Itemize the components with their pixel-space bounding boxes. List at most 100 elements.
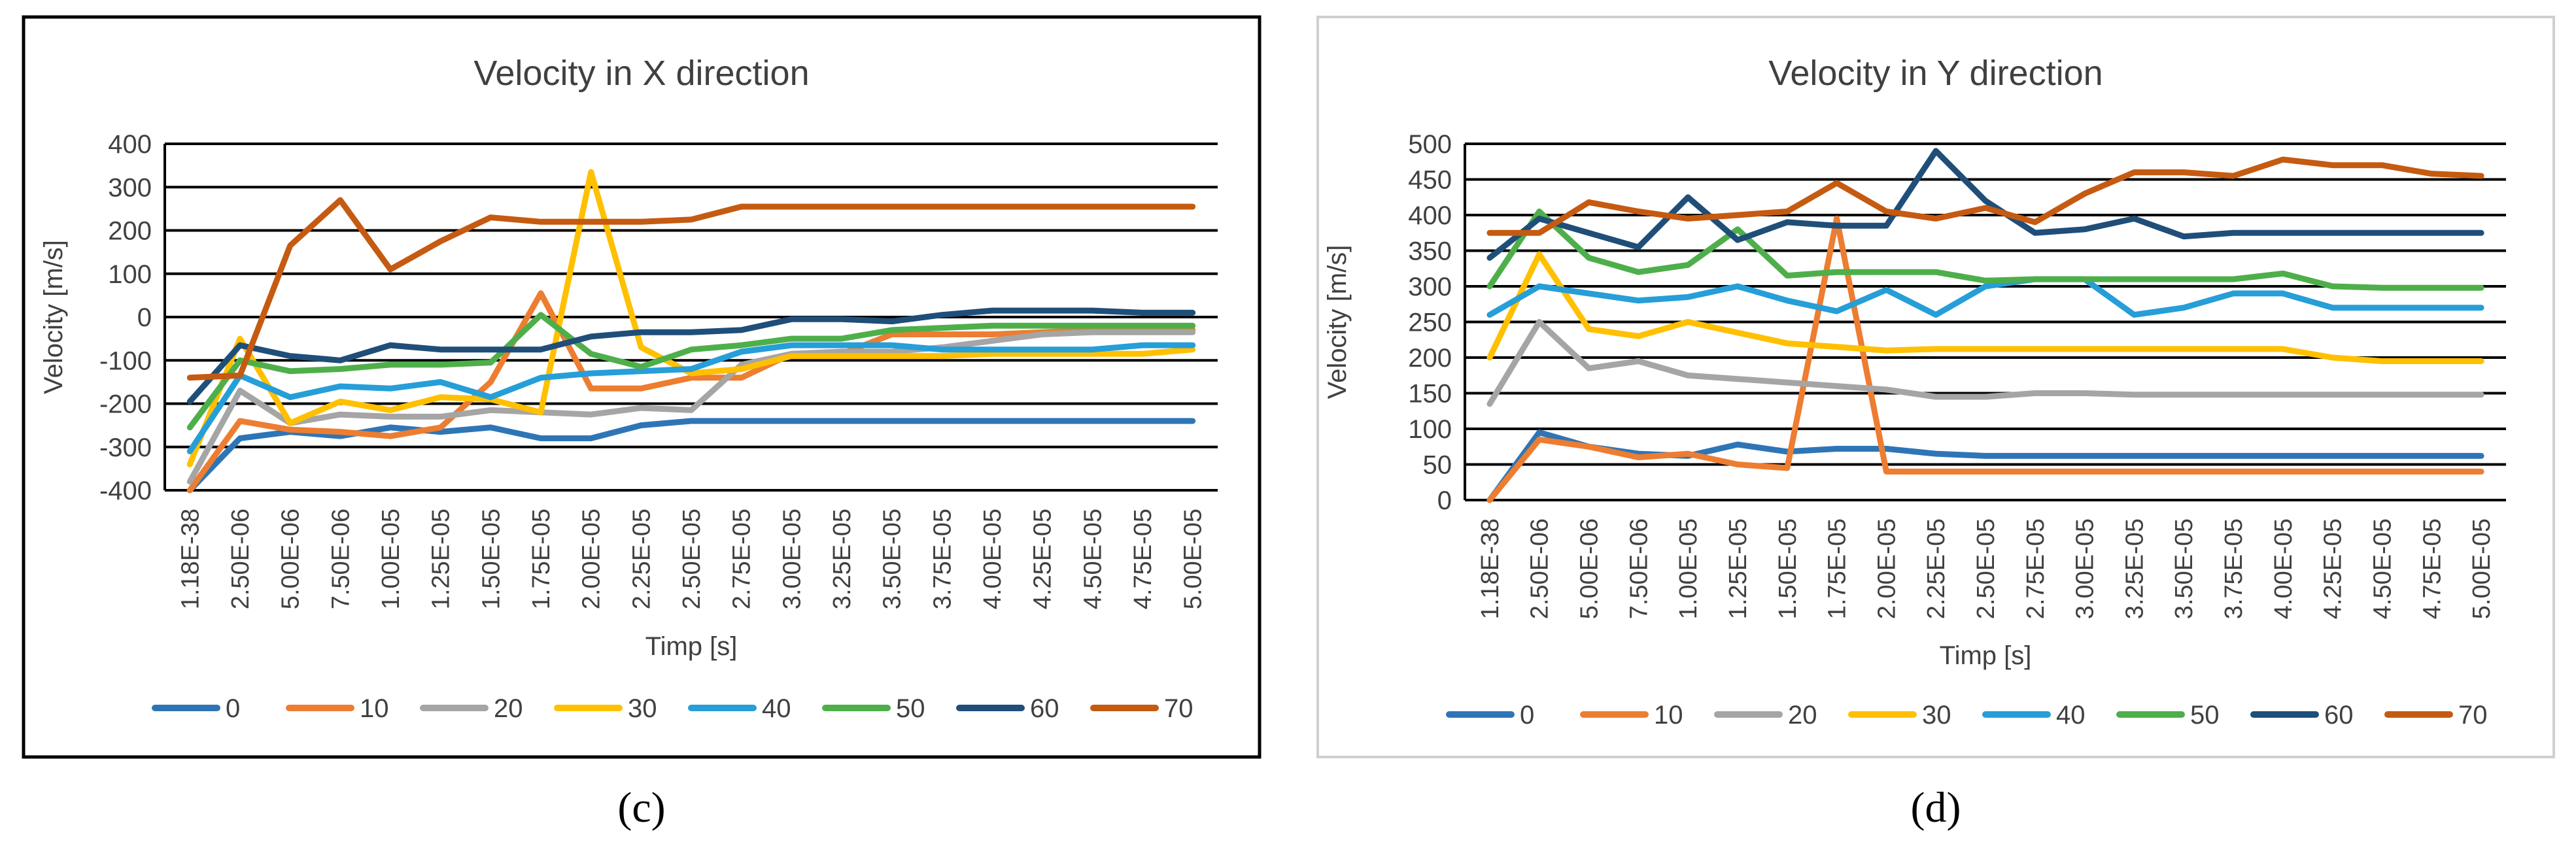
- x-tick-label: 3.50E-05: [2171, 518, 2198, 619]
- x-tick-label: 4.25E-05: [2320, 518, 2347, 619]
- x-tick-label: 4.00E-05: [979, 509, 1006, 609]
- y-tick-label: 300: [1408, 273, 1452, 301]
- y-tick-label: 450: [1408, 166, 1452, 195]
- chart-title: Velocity in X direction: [473, 54, 809, 93]
- x-tick-label: 2.00E-05: [578, 509, 606, 609]
- legend-label-30: 30: [1922, 701, 1951, 730]
- y-gridlines: [163, 143, 1218, 492]
- y-tick-label: 250: [1408, 309, 1452, 337]
- y-tick-label: 0: [1437, 486, 1452, 515]
- legend-label-40: 40: [2056, 701, 2086, 730]
- legend-label-60: 60: [2324, 701, 2354, 730]
- x-tick-label: 1.50E-05: [1774, 518, 1802, 619]
- x-tick-label: 3.75E-05: [2220, 518, 2248, 619]
- legend-label-0: 0: [1520, 701, 1534, 730]
- y-tick-label: -400: [99, 477, 152, 505]
- x-tick-label: 7.50E-06: [327, 509, 354, 609]
- chart-y-frame: [1316, 16, 2555, 758]
- x-tick-label: 7.50E-06: [1625, 518, 1653, 619]
- legend-label-10: 10: [1654, 701, 1683, 730]
- x-tick-label: 5.00E-06: [1576, 518, 1604, 619]
- legend-label-10: 10: [360, 694, 389, 723]
- x-tick-label: 3.50E-05: [879, 509, 906, 609]
- y-tick-label: 200: [108, 217, 152, 246]
- panel-label-d: (d): [1911, 784, 1961, 832]
- y-tick-label: 0: [137, 303, 152, 332]
- x-tick-label: 2.00E-05: [1873, 518, 1900, 619]
- x-tick-label: 1.18E-38: [177, 509, 204, 609]
- x-axis-label: Timp [s]: [1940, 641, 2032, 670]
- y-gridlines: [1464, 143, 2506, 501]
- x-tick-label: 4.00E-05: [2270, 518, 2297, 619]
- series-line-70: [1486, 156, 2484, 236]
- series-line-30: [1486, 251, 2484, 364]
- x-tick-label: 5.00E-06: [277, 509, 305, 609]
- y-tick-label: -100: [99, 346, 152, 375]
- y-tick-label: 200: [1408, 344, 1452, 373]
- x-tick-label: 2.50E-05: [1972, 518, 2000, 619]
- legend-label-20: 20: [494, 694, 523, 723]
- x-tick-label: 1.00E-05: [1675, 518, 1702, 619]
- x-tick-label: 4.75E-05: [2418, 518, 2446, 619]
- y-tick-label: 400: [1408, 201, 1452, 230]
- legend: 0 10 20 30 40 50 60 70: [152, 694, 1194, 723]
- x-tick-label: 2.75E-05: [2022, 518, 2050, 619]
- y-tick-label: 150: [1408, 380, 1452, 409]
- series-line-40: [1486, 276, 2484, 318]
- x-tick-label: 3.75E-05: [929, 509, 956, 609]
- x-tick-label: 1.25E-05: [428, 509, 455, 609]
- x-tick-label: 4.75E-05: [1129, 509, 1157, 609]
- chart-velocity-x: Velocity in X direction 400 300 200 100 0 -10…: [39, 54, 1218, 723]
- y-tick-label: 100: [1408, 415, 1452, 444]
- legend-label-70: 70: [2458, 701, 2488, 730]
- chart-velocity-y: Velocity in Y direction 5004504003503002…: [1323, 54, 2506, 730]
- x-tick-label: 1.75E-05: [1824, 518, 1851, 619]
- x-tick-label: 4.25E-05: [1029, 509, 1057, 609]
- x-tick-label: 3.25E-05: [829, 509, 856, 609]
- y-tick-label: 300: [108, 173, 152, 202]
- series-lines: [1486, 148, 2484, 503]
- legend-label-50: 50: [896, 694, 925, 723]
- series-line-70: [186, 197, 1196, 381]
- x-tick-label: 3.25E-05: [2121, 518, 2148, 619]
- y-tick-labels: 400 300 200 100 0 -100 -200 -300 -400: [99, 130, 152, 505]
- y-tick-label: 400: [108, 130, 152, 159]
- x-tick-label: 3.00E-05: [778, 509, 806, 609]
- series-line-60: [1486, 148, 2484, 261]
- x-tick-label: 1.75E-05: [528, 509, 555, 609]
- x-tick-label: 4.50E-05: [2369, 518, 2396, 619]
- x-tick-label: 4.50E-05: [1079, 509, 1107, 609]
- series-line-20: [1486, 319, 2484, 407]
- legend-label-20: 20: [1788, 701, 1817, 730]
- legend-label-60: 60: [1030, 694, 1059, 723]
- y-axis-label: Velocity [m/s]: [1323, 245, 1352, 399]
- series-line-30: [186, 169, 1196, 467]
- series-line-40: [186, 342, 1196, 454]
- series-line-60: [186, 307, 1196, 405]
- legend: 0 10 20 30 40 50 60 70: [1446, 701, 2488, 730]
- y-tick-label: 350: [1408, 237, 1452, 266]
- x-tick-label: 2.50E-06: [227, 509, 254, 609]
- x-tick-label: 5.00E-05: [2468, 518, 2496, 619]
- x-tick-label: 1.00E-05: [377, 509, 405, 609]
- x-tick-label: 3.00E-05: [2072, 518, 2099, 619]
- y-tick-label: 100: [108, 260, 152, 289]
- y-tick-label: 500: [1408, 130, 1452, 159]
- y-tick-label: -200: [99, 390, 152, 419]
- legend-label-70: 70: [1164, 694, 1194, 723]
- legend-label-50: 50: [2190, 701, 2220, 730]
- series-line-50: [1486, 209, 2484, 291]
- legend-label-40: 40: [762, 694, 791, 723]
- legend-label-30: 30: [628, 694, 657, 723]
- x-tick-label: 5.00E-05: [1180, 509, 1207, 609]
- x-tick-labels: 1.18E-38 2.50E-06 5.00E-06 7.50E-06 1.00E-05…: [177, 509, 1207, 609]
- series-line-20: [186, 329, 1196, 485]
- x-tick-label: 1.25E-05: [1725, 518, 1752, 619]
- x-tick-label: 2.50E-06: [1526, 518, 1554, 619]
- x-tick-label: 2.25E-05: [628, 509, 655, 609]
- x-tick-label: 2.75E-05: [729, 509, 756, 609]
- y-tick-label: -300: [99, 433, 152, 462]
- y-axis-label: Velocity [m/s]: [39, 240, 68, 394]
